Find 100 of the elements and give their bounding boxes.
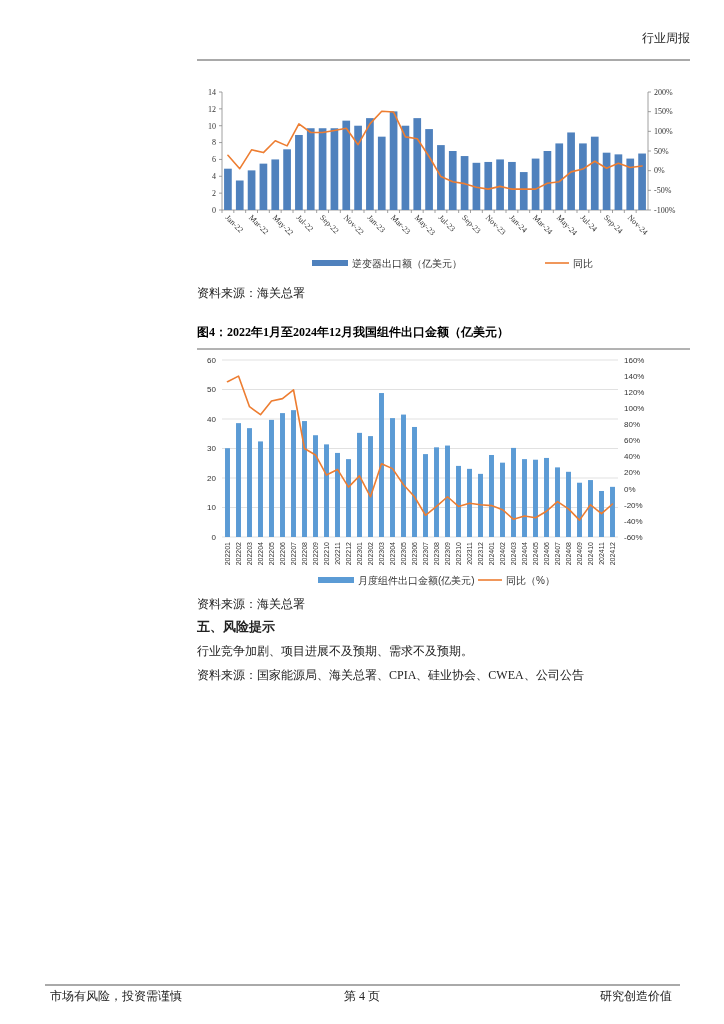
y2-tick-label: -100%: [654, 205, 676, 215]
bar: [567, 132, 575, 210]
bar: [522, 459, 527, 537]
line-series: [226, 375, 614, 521]
bar: [291, 410, 296, 537]
y-tick-label: 0: [211, 532, 217, 542]
y-tick-label: 10: [208, 121, 216, 131]
text: 行业竞争加剧、项目进展不及预期、需求不及预期。: [197, 644, 473, 658]
bar: [271, 159, 280, 210]
y-tick-label: 0: [212, 205, 216, 215]
y2-tick-label: 100%: [654, 127, 673, 137]
bar: [500, 462, 505, 537]
y2-tick-label: 140%: [624, 371, 645, 381]
bar: [555, 143, 564, 210]
y2-tick-label: 0%: [654, 166, 665, 176]
bar: [423, 454, 428, 537]
bar: [445, 445, 450, 537]
bar: [366, 118, 374, 210]
y-tick-label: 8: [212, 138, 216, 148]
legend-label: 月度组件出口金额(亿美元): [358, 574, 475, 586]
bar: [519, 172, 528, 210]
y2-tick-label: 120%: [624, 387, 645, 397]
text: 市场有风险，投资需谨慎: [50, 989, 182, 1003]
text: 第 4 页: [344, 989, 380, 1003]
bar: [235, 180, 244, 210]
bar: [413, 118, 422, 210]
y2-tick-label: 20%: [624, 468, 641, 478]
bar: [283, 149, 291, 210]
y-tick-label: 50: [207, 385, 217, 395]
bar: [258, 441, 263, 537]
text: 行业周报: [642, 31, 690, 45]
bar: [610, 486, 615, 537]
y2-tick-label: 0%: [624, 484, 636, 494]
bar: [379, 393, 384, 537]
legend-label: 同比: [573, 257, 593, 269]
y2-tick-label: -50%: [654, 186, 672, 196]
bar: [599, 490, 604, 537]
bar: [544, 457, 549, 537]
bar: [259, 163, 268, 210]
text: 五、风险提示: [196, 619, 275, 634]
text: 研究创造价值: [600, 989, 672, 1003]
bar: [390, 418, 395, 537]
bar: [269, 419, 274, 537]
bar: [247, 428, 252, 537]
bar: [484, 161, 493, 210]
bar: [489, 454, 494, 537]
bar: [590, 136, 599, 210]
bar: [224, 168, 232, 210]
y-tick-label: 4: [212, 172, 216, 182]
y2-tick-label: 50%: [654, 146, 669, 156]
bar: [324, 444, 329, 537]
bar: [280, 413, 285, 537]
y2-tick-label: 40%: [624, 452, 641, 462]
text: 资料来源：海关总署: [197, 597, 305, 611]
bar: [318, 128, 327, 210]
bar: [511, 447, 516, 537]
bar: [425, 129, 433, 210]
bar: [295, 134, 303, 210]
bar: [368, 436, 373, 537]
text: 资料来源：国家能源局、海关总署、CPIA、硅业协会、CWEA、公司公告: [197, 668, 584, 682]
bar: [401, 414, 406, 537]
text: 资料来源：海关总署: [197, 286, 305, 300]
bar: [377, 136, 386, 210]
y-tick-label: 40: [207, 414, 217, 424]
bar: [313, 435, 318, 537]
legend-label: 同比（%）: [506, 574, 555, 586]
y2-tick-label: -60%: [624, 532, 643, 542]
bar: [247, 170, 256, 210]
chart-title: 图4：2022年1月至2024年12月我国组件出口金额（亿美元）: [197, 325, 509, 339]
y-tick-label: 14: [208, 87, 216, 97]
bar: [306, 128, 315, 210]
bar: [579, 143, 587, 210]
bar: [236, 423, 241, 537]
bar: [588, 480, 593, 537]
bar: [555, 467, 560, 537]
bar: [302, 421, 307, 537]
y2-tick-label: -40%: [624, 516, 643, 526]
y2-tick-label: 150%: [654, 107, 673, 117]
bar: [448, 151, 457, 210]
y2-tick-label: -20%: [624, 500, 643, 510]
y-tick-label: 10: [207, 503, 217, 513]
y-tick-label: 30: [207, 444, 217, 454]
bar: [496, 159, 504, 210]
bar: [533, 459, 538, 537]
bar: [346, 459, 351, 537]
y2-tick-label: 160%: [624, 355, 645, 365]
bar: [467, 468, 472, 537]
y2-tick-label: 100%: [624, 404, 645, 414]
y-tick-label: 2: [212, 188, 216, 198]
bar: [638, 153, 646, 210]
bar: [566, 471, 571, 537]
bar: [508, 161, 516, 210]
bar: [456, 465, 461, 537]
legend-label: 逆变器出口额（亿美元）: [352, 257, 462, 269]
y2-tick-label: 80%: [624, 420, 641, 430]
bar: [478, 473, 483, 537]
y-tick-label: 6: [212, 155, 216, 165]
y-tick-label: 60: [207, 355, 217, 365]
bar: [437, 145, 445, 210]
y2-tick-label: 60%: [624, 436, 641, 446]
